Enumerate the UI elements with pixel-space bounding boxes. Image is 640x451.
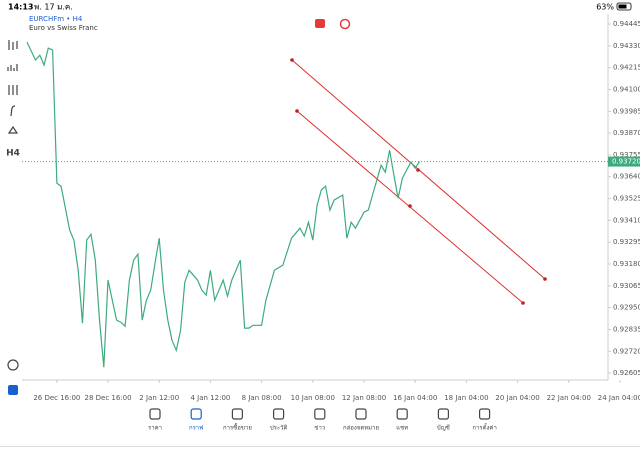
nav-icon[interactable]	[231, 408, 243, 420]
handle[interactable]	[416, 168, 420, 172]
x-tick-label: 22 Jan 04:00	[547, 394, 591, 402]
tool-speed[interactable]	[7, 359, 19, 371]
nav-icon[interactable]	[273, 408, 285, 420]
y-tick-label: 0.93985	[613, 107, 640, 115]
tool-function[interactable]	[10, 105, 16, 117]
app-icon[interactable]	[8, 385, 18, 395]
symbol-description: Euro vs Swiss Franc	[29, 24, 98, 32]
nav-icon[interactable]	[355, 408, 367, 420]
x-tick-label: 12 Jan 08:00	[342, 394, 386, 402]
nav-label[interactable]: บัญชี	[437, 424, 450, 432]
handle[interactable]	[295, 109, 299, 113]
left-toolbar	[7, 40, 19, 371]
x-tick-label: 16 Jan 04:00	[393, 394, 437, 402]
x-tick-label: 18 Jan 04:00	[444, 394, 488, 402]
handle[interactable]	[521, 301, 525, 305]
y-tick-label: 0.92835	[613, 325, 640, 333]
x-tick-label: 28 Dec 16:00	[85, 394, 132, 402]
tool-indicators[interactable]	[8, 85, 18, 95]
timeframe[interactable]: H4	[6, 149, 20, 159]
y-tick-label: 0.92605	[613, 369, 640, 377]
y-tick-label: 0.93180	[613, 260, 640, 268]
nav-icon[interactable]	[149, 408, 161, 420]
y-tick-label: 0.93410	[613, 216, 640, 224]
symbol-name[interactable]: EURCHFm • H4	[29, 15, 83, 23]
battery-icon	[616, 2, 632, 11]
handle[interactable]	[290, 58, 294, 62]
nav-label[interactable]: ข่าว	[314, 425, 325, 432]
y-tick-label: 0.93755	[613, 151, 640, 159]
tool-candles[interactable]	[8, 40, 18, 50]
battery-level	[618, 4, 627, 9]
status-battery: 63%	[596, 3, 614, 12]
y-tick-label: 0.93295	[613, 238, 640, 246]
y-tick-label: 0.94215	[613, 64, 640, 72]
nav-icon[interactable]	[190, 408, 202, 420]
nav-label[interactable]: กราฟ	[189, 425, 203, 432]
y-tick-label: 0.92720	[613, 347, 640, 355]
y-tick-label: 0.93870	[613, 129, 640, 137]
last-price-box	[608, 156, 640, 167]
x-tick-label: 10 Jan 08:00	[291, 394, 335, 402]
nav-label[interactable]: ราคา	[148, 425, 162, 432]
y-tick-label: 0.92950	[613, 304, 640, 312]
x-tick-label: 26 Dec 16:00	[33, 394, 80, 402]
tool-shapes[interactable]	[7, 125, 19, 134]
status-date: พ. 17 ม.ค.	[34, 3, 73, 12]
nav-icon[interactable]	[396, 408, 408, 420]
y-tick-label: 0.93640	[613, 173, 640, 181]
nav-icon[interactable]	[479, 408, 491, 420]
indicator-button[interactable]	[339, 18, 351, 30]
y-tick-label: 0.93065	[613, 282, 640, 290]
nav-icon[interactable]	[314, 408, 326, 420]
nav-label[interactable]: ประวัติ	[270, 425, 288, 432]
nav-icon[interactable]	[437, 408, 449, 420]
last-price-label: 0.93720	[612, 158, 640, 166]
y-tick-label: 0.94100	[613, 85, 640, 93]
y-tick-label: 0.93525	[613, 195, 640, 203]
x-tick-label: 4 Jan 12:00	[190, 394, 230, 402]
x-tick-label: 20 Jan 04:00	[495, 394, 539, 402]
price-line	[26, 41, 421, 368]
x-tick-label: 8 Jan 08:00	[242, 394, 282, 402]
handle[interactable]	[543, 277, 547, 281]
trend-handles	[290, 58, 547, 305]
trade-button[interactable]	[315, 19, 325, 28]
nav-label[interactable]: การตั้งค่า	[472, 422, 496, 432]
handle[interactable]	[408, 204, 412, 208]
x-tick-label: 24 Jan 04:00	[598, 394, 640, 402]
nav-label[interactable]: แชท	[396, 425, 408, 432]
y-tick-label: 0.94445	[613, 20, 640, 28]
nav-label[interactable]: การซื้อขาย	[223, 422, 252, 432]
tool-bars[interactable]	[7, 64, 18, 71]
x-tick-label: 2 Jan 12:00	[139, 394, 179, 402]
nav-label[interactable]: กล่องจดหมาย	[343, 425, 379, 432]
status-time: 14:13	[8, 3, 33, 12]
y-tick-label: 0.94330	[613, 42, 640, 50]
